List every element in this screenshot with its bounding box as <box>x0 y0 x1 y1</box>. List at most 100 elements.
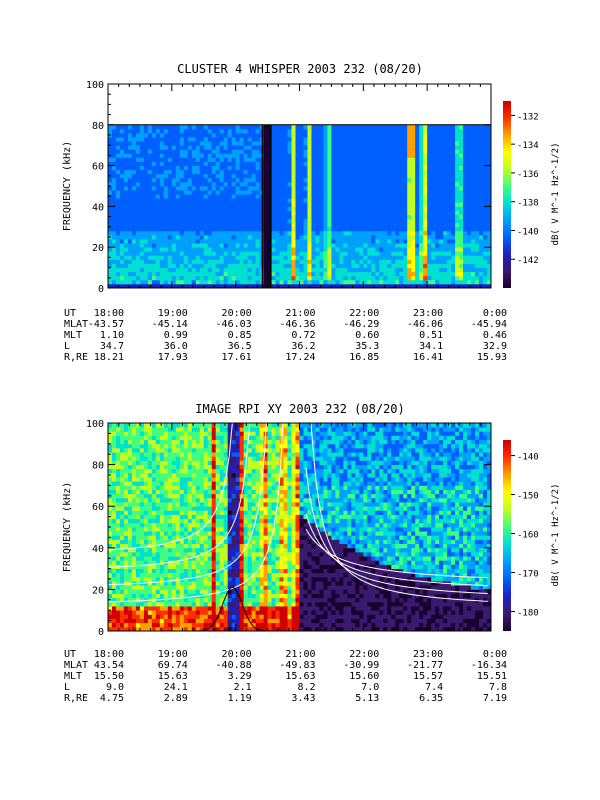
spectrogram-cell <box>343 275 348 281</box>
spectrogram-cell <box>243 210 249 215</box>
spectrogram-cell <box>455 271 460 277</box>
spectrogram-cell <box>455 194 460 199</box>
spectrogram-cell <box>335 247 340 252</box>
spectrogram-cell <box>235 247 241 252</box>
spectrogram-cell <box>463 198 468 203</box>
y-tick-label: 0 <box>98 284 104 295</box>
spectrogram-cell <box>487 198 491 203</box>
spectrogram-cell <box>171 622 177 628</box>
spectrogram-cell <box>343 161 348 166</box>
spectrogram-cell <box>331 165 336 171</box>
spectrogram-cell <box>475 202 480 207</box>
spectrogram-cell <box>471 259 476 264</box>
spectrogram-cell <box>171 527 177 532</box>
spectrogram-cell <box>191 206 197 211</box>
spectrogram-cell <box>203 218 209 224</box>
spectrogram-cell <box>163 497 169 503</box>
spectrogram-cell <box>139 539 145 545</box>
spectrogram-cell <box>327 283 332 288</box>
spectrogram-cell <box>291 132 296 138</box>
spectrogram-cell <box>135 585 141 590</box>
spectrogram-cell <box>111 161 117 166</box>
spectrogram-cell <box>179 464 185 470</box>
spectrogram-cell <box>311 169 316 175</box>
spectrogram-cell <box>239 255 245 260</box>
spectrogram-cell <box>363 230 368 236</box>
spectrogram-cell <box>179 618 185 624</box>
spectrogram-cell <box>431 251 436 256</box>
spectrogram-cell <box>387 251 392 256</box>
spectrogram-cell <box>223 190 229 195</box>
spectrogram-cell <box>139 477 145 482</box>
spectrogram-cell <box>211 194 217 199</box>
spectrogram-cell <box>307 137 312 142</box>
spectrogram-cell <box>319 149 324 154</box>
spectrogram-cell <box>135 161 141 166</box>
spectrogram-cell <box>139 230 145 236</box>
spectrogram-cell <box>171 576 177 582</box>
spectrogram-cell <box>159 181 165 187</box>
spectrogram-cell <box>219 279 225 285</box>
spectrogram-cell <box>147 464 153 470</box>
spectrogram-cell <box>295 283 300 288</box>
spectrogram-cell <box>115 560 121 565</box>
spectrogram-cell <box>155 177 161 183</box>
spectrogram-cell <box>163 263 169 268</box>
spectrogram-cell <box>463 206 468 211</box>
spectrogram-cell <box>119 581 125 586</box>
spectrogram-cell <box>183 210 189 215</box>
spectrogram-cell <box>119 610 125 615</box>
spectrogram-cell <box>123 456 129 461</box>
spectrogram-cell <box>323 181 328 187</box>
spectrogram-cell <box>295 210 300 215</box>
spectrogram-cell <box>311 234 316 240</box>
spectrogram-cell <box>287 124 292 130</box>
spectrogram-cell <box>363 267 368 273</box>
spectrogram-cell <box>343 251 348 256</box>
spectrogram-cell <box>415 198 420 203</box>
spectrogram-cell <box>283 279 288 285</box>
spectrogram-cell <box>351 267 356 273</box>
spectrogram-cell <box>111 214 117 220</box>
spectrogram-cell <box>147 493 153 499</box>
spectrogram-cell <box>435 165 440 171</box>
spectrogram-cell <box>123 177 129 183</box>
spectrogram-cell <box>251 247 257 252</box>
spectrogram-cell <box>275 279 280 285</box>
spectrogram-cell <box>475 279 480 285</box>
spectrogram-cell <box>203 206 209 211</box>
spectrogram-cell <box>451 226 456 232</box>
spectrogram-cell <box>183 283 189 288</box>
spectrogram-cell <box>191 177 197 183</box>
spectrogram-cell <box>351 226 356 232</box>
spectrogram-cell <box>275 149 280 154</box>
spectrogram-cell <box>427 153 432 158</box>
spectrogram-cell <box>307 239 312 244</box>
spectrogram-cell <box>291 181 296 187</box>
spectrogram-cell <box>331 186 336 191</box>
spectrogram-cell <box>487 267 491 273</box>
spectrogram-cell <box>291 194 296 199</box>
spectrogram-cell <box>459 255 464 260</box>
spectrogram-cell <box>243 145 249 150</box>
spectrogram-cell <box>451 141 456 146</box>
spectrogram-cell <box>247 161 253 166</box>
spectrogram-cell <box>139 601 145 607</box>
spectrogram-cell <box>315 275 320 281</box>
spectrogram-cell <box>279 157 284 162</box>
spectrogram-cell <box>407 214 412 220</box>
spectrogram-cell <box>123 572 129 578</box>
spectrogram-cell <box>183 128 189 134</box>
spectrogram-cell <box>367 275 372 281</box>
spectrogram-cell <box>155 202 161 207</box>
spectrogram-cell <box>455 141 460 146</box>
spectrogram-cell <box>227 186 233 191</box>
spectrogram-cell <box>355 263 360 268</box>
spectrogram-cell <box>215 173 221 179</box>
spectrogram-cell <box>463 239 468 244</box>
spectrogram-cell <box>171 283 177 288</box>
spectrogram-cell <box>359 202 364 207</box>
spectrogram-cell <box>147 247 153 252</box>
spectrogram-cell <box>467 230 472 236</box>
spectrogram-cell <box>211 145 217 150</box>
